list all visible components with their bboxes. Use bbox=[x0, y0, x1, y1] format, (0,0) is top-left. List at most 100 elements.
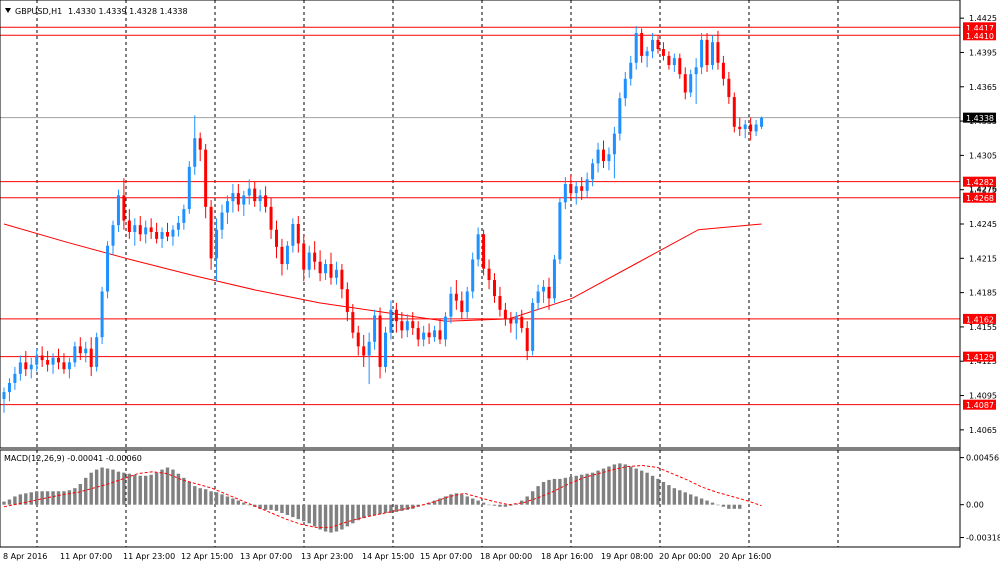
candle bbox=[629, 55, 633, 86]
candle-body bbox=[656, 39, 660, 50]
candle bbox=[220, 204, 224, 239]
level-price-tag: 1.4282 bbox=[963, 176, 996, 187]
candle bbox=[689, 69, 693, 98]
candle bbox=[732, 92, 736, 133]
candle bbox=[280, 238, 284, 276]
candle-body bbox=[471, 259, 475, 292]
candle-body bbox=[84, 348, 88, 354]
candle bbox=[487, 259, 491, 290]
ohlc-readout: 1.4330 1.4339 1.4328 1.4338 bbox=[68, 7, 188, 16]
macd-histogram-bar bbox=[138, 475, 142, 505]
candle-body bbox=[542, 286, 546, 292]
candle bbox=[558, 197, 562, 265]
candle-body bbox=[7, 382, 11, 393]
candle-body bbox=[661, 49, 665, 56]
candle-body bbox=[166, 232, 169, 237]
macd-histogram-bar bbox=[18, 494, 23, 505]
price-tick-label: 1.4125 bbox=[969, 357, 997, 366]
candle-body bbox=[73, 346, 77, 363]
macd-histogram-bar bbox=[154, 472, 159, 505]
macd-histogram-bar bbox=[525, 496, 529, 505]
macd-histogram-bar bbox=[574, 475, 578, 505]
candle bbox=[384, 326, 387, 373]
candle-body bbox=[558, 202, 562, 260]
macd-histogram-bar bbox=[672, 488, 677, 505]
candle bbox=[661, 42, 665, 61]
macd-histogram-bar bbox=[503, 504, 508, 507]
candle-body bbox=[563, 183, 567, 203]
candle-body bbox=[514, 316, 518, 324]
candle-body bbox=[193, 138, 197, 167]
candle bbox=[340, 264, 344, 299]
candle bbox=[552, 254, 556, 303]
candle bbox=[329, 252, 333, 285]
candle-body bbox=[443, 316, 447, 340]
candle bbox=[209, 199, 213, 270]
macd-histogram-bar bbox=[334, 504, 339, 532]
macd-histogram-bar bbox=[721, 504, 726, 507]
horizontal-levels[interactable] bbox=[0, 26, 960, 406]
candle bbox=[100, 286, 104, 345]
collapse-triangle-icon[interactable] bbox=[5, 8, 11, 13]
macd-histogram-bar bbox=[716, 504, 720, 506]
candle bbox=[711, 35, 714, 70]
candle bbox=[51, 353, 55, 374]
level-price-tag-label: 1.4162 bbox=[966, 315, 994, 324]
macd-histogram-bar bbox=[678, 490, 682, 505]
candle-body bbox=[569, 183, 573, 194]
candle bbox=[204, 143, 208, 219]
candle-body bbox=[373, 315, 377, 342]
candle bbox=[236, 183, 240, 212]
candle bbox=[138, 215, 142, 242]
candle-body bbox=[645, 51, 649, 56]
candle-body bbox=[438, 330, 442, 340]
candle-body bbox=[400, 321, 404, 331]
macd-histogram-bar bbox=[585, 473, 589, 505]
macd-signal-line bbox=[3, 464, 762, 528]
macd-histogram-bar bbox=[280, 504, 284, 513]
macd-histogram-bar bbox=[296, 504, 300, 520]
time-tick-label: 8 Apr 2016 bbox=[3, 552, 47, 561]
candle-body bbox=[13, 373, 17, 383]
candle-body bbox=[503, 309, 507, 319]
candle bbox=[454, 280, 458, 310]
macd-histogram-bar bbox=[378, 504, 382, 514]
macd-histogram-bar bbox=[405, 504, 409, 510]
candle-body bbox=[247, 188, 251, 196]
macd-histogram-bar bbox=[160, 469, 164, 505]
candle bbox=[67, 357, 71, 379]
candle bbox=[127, 209, 131, 239]
candle bbox=[596, 142, 600, 173]
macd-label: MACD(12,26,9) -0.00041 -0.00060 bbox=[4, 454, 142, 463]
macd-histogram-bar bbox=[56, 491, 61, 505]
candle-body bbox=[215, 229, 219, 259]
candle-body bbox=[220, 212, 224, 230]
price-tick-label: 1.4155 bbox=[969, 323, 997, 332]
candle bbox=[215, 218, 219, 282]
level-price-tag-label: 1.4087 bbox=[966, 401, 994, 410]
macd-histogram-bar bbox=[258, 504, 262, 509]
macd-histogram-bar bbox=[356, 504, 360, 521]
candle-body bbox=[209, 206, 213, 259]
candle-body bbox=[623, 78, 627, 99]
candle bbox=[111, 220, 115, 255]
symbol-timeframe: GBPUSD,H1 bbox=[15, 7, 62, 16]
candle-body bbox=[667, 55, 671, 66]
candle-body bbox=[585, 179, 589, 191]
level-price-tag: 1.4129 bbox=[963, 351, 996, 362]
candle-body bbox=[422, 332, 426, 340]
macd-histogram-bar bbox=[569, 476, 573, 505]
macd-histogram-bar bbox=[340, 504, 344, 530]
candle-body bbox=[296, 224, 300, 244]
macd-histogram-bar bbox=[214, 492, 219, 505]
macd-histogram-bar bbox=[514, 503, 518, 505]
time-tick-label: 20 Apr 16:00 bbox=[719, 552, 771, 561]
candle bbox=[57, 348, 60, 370]
macd-histogram-bar bbox=[285, 504, 290, 516]
candle-body bbox=[580, 186, 584, 191]
macd-histogram-bar bbox=[732, 504, 736, 509]
candle-body bbox=[329, 264, 333, 278]
candle-body bbox=[78, 346, 82, 354]
candle bbox=[193, 115, 197, 175]
